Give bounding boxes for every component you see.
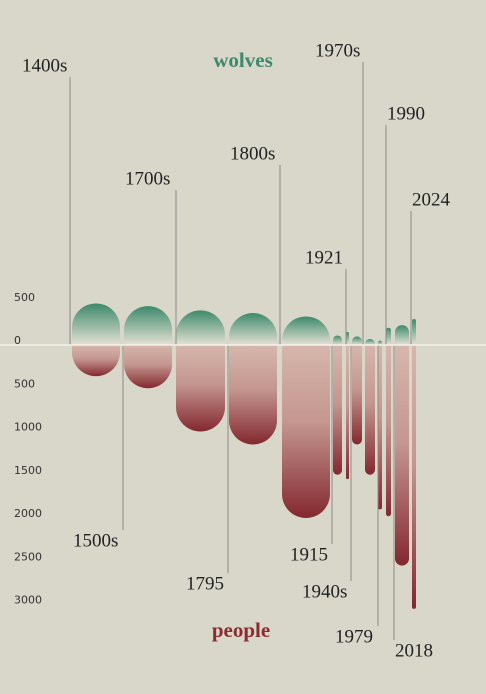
- wolves-bar: [72, 303, 120, 345]
- wolves-bar: [352, 336, 362, 345]
- period-label: 1990: [387, 103, 425, 124]
- period-label: 1700s: [125, 168, 170, 189]
- people-bar: [378, 345, 382, 510]
- period-label: 1800s: [230, 143, 275, 164]
- people-bar: [386, 345, 391, 517]
- people-bar: [365, 345, 375, 475]
- period-label: 1400s: [22, 55, 67, 76]
- people-bar: [229, 345, 277, 445]
- wolves-bar: [412, 319, 416, 345]
- people-bar: [352, 345, 362, 445]
- wolves-bar: [333, 335, 342, 345]
- people-bar: [346, 345, 349, 480]
- wolves-bar: [176, 310, 225, 345]
- period-label: 1940s: [302, 581, 347, 602]
- y-tick-label: 3000: [14, 594, 42, 607]
- people-bar: [282, 345, 330, 518]
- period-label: 2018: [395, 640, 433, 661]
- period-label: 2024: [412, 189, 451, 210]
- period-label: 1979: [335, 626, 373, 647]
- y-tick-label: 1000: [14, 421, 42, 434]
- people-bar: [395, 345, 409, 566]
- people-bar: [333, 345, 342, 475]
- period-label: 1921: [305, 247, 343, 268]
- y-tick-label: 2000: [14, 507, 42, 520]
- wolves-bar: [395, 325, 409, 345]
- y-tick-label: 0: [14, 334, 21, 347]
- period-label: 1500s: [73, 530, 118, 551]
- y-tick-label: 500: [14, 291, 35, 304]
- y-tick-label: 1500: [14, 464, 42, 477]
- wolves-bar: [378, 340, 382, 345]
- y-tick-label: 500: [14, 377, 35, 390]
- period-label: 1915: [290, 544, 328, 565]
- people-bar: [412, 345, 416, 609]
- wolves-bar: [229, 312, 277, 345]
- period-label: 1795: [186, 573, 224, 594]
- wolves-bar: [346, 332, 349, 345]
- wolves-label: wolves: [213, 48, 273, 72]
- people-bar: [124, 345, 172, 389]
- wolves-bar: [386, 327, 391, 345]
- people-bar: [176, 345, 225, 432]
- people-bar: [72, 345, 120, 377]
- wolves-bar: [282, 316, 330, 345]
- wolves-bar: [124, 306, 172, 345]
- y-tick-label: 2500: [14, 550, 42, 563]
- wolves-bar: [365, 338, 375, 345]
- period-label: 1970s: [315, 40, 360, 61]
- people-label: people: [212, 618, 270, 642]
